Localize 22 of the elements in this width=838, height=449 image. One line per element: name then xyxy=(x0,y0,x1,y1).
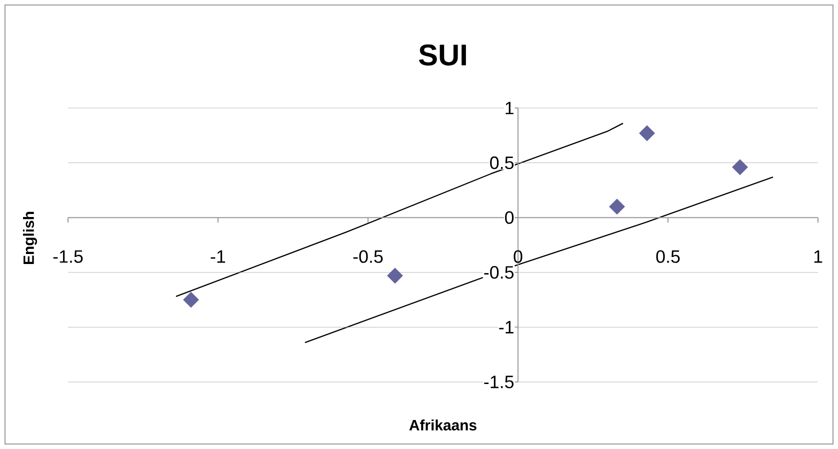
line-series xyxy=(175,122,624,298)
x-tick-label: 0.5 xyxy=(656,250,680,263)
x-tick-label: -1.5 xyxy=(53,250,83,263)
x-tick-label: 1 xyxy=(814,250,822,263)
point xyxy=(639,125,655,142)
x-tick-label: 0 xyxy=(514,250,522,263)
line-series xyxy=(304,176,774,344)
y-tick-label: -1.5 xyxy=(484,376,514,388)
y-tick-label: 1 xyxy=(506,102,514,114)
y-tick-label: -1 xyxy=(499,321,514,334)
point xyxy=(387,268,403,284)
x-tick-label: -0.5 xyxy=(353,250,383,263)
y-tick-label: -0.5 xyxy=(484,266,514,279)
chart-title: SUI xyxy=(418,44,466,66)
x-axis-title: Afrikaans xyxy=(409,420,476,430)
point xyxy=(609,198,625,215)
y-axis-title: English xyxy=(23,212,38,264)
x-tick-label: -1 xyxy=(210,250,226,263)
point xyxy=(732,159,748,176)
y-tick-label: 0.5 xyxy=(490,156,514,170)
point xyxy=(183,292,199,308)
y-tick-label: 0 xyxy=(505,211,514,224)
